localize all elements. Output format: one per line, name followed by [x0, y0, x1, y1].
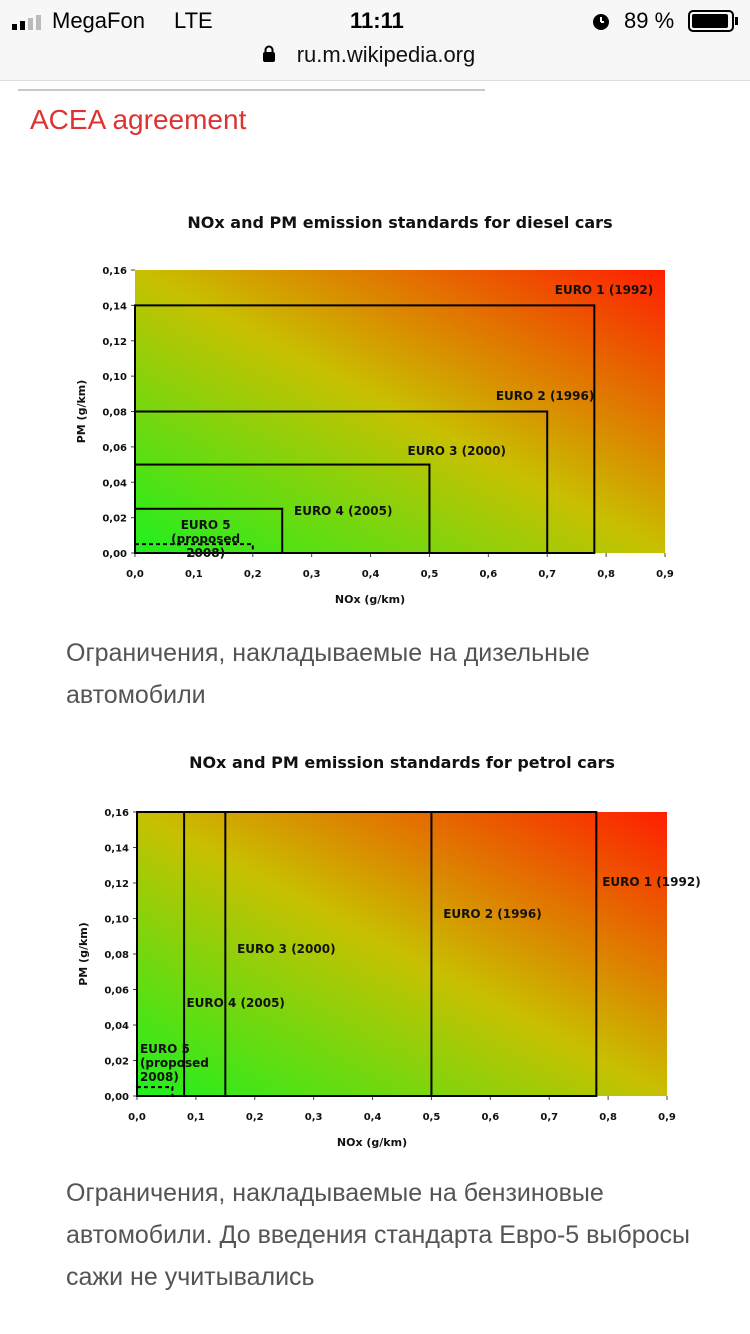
chart: NOx and PM emission standards for petrol… — [77, 753, 701, 1149]
alarm-icon — [593, 14, 609, 30]
chart: NOx and PM emission standards for diesel… — [75, 213, 674, 606]
y-tick-label: 0,10 — [104, 915, 129, 926]
x-tick-label: 0,7 — [538, 569, 556, 580]
region-label: EURO 5 (proposed 2008) — [171, 518, 241, 561]
region-label-box: EURO 4 (2005) — [186, 995, 285, 1010]
x-tick-label: 0,8 — [599, 1112, 617, 1123]
x-tick-label: 0,2 — [244, 569, 262, 580]
region-label: EURO 1 (1992) — [554, 283, 654, 298]
x-tick-label: 0,1 — [187, 1112, 205, 1123]
signal-icon — [12, 15, 41, 30]
region-label-box: EURO 5 (proposed 2008) — [139, 1041, 209, 1084]
chart-title: NOx and PM emission standards for diesel… — [187, 213, 612, 232]
x-axis-label: NOx (g/km) — [335, 593, 405, 606]
url[interactable]: ru.m.wikipedia.org — [0, 42, 750, 68]
chart-title: NOx and PM emission standards for petrol… — [189, 753, 615, 772]
battery-percent: 89 % — [624, 8, 675, 33]
region-label-box: EURO 5 (proposed 2008) — [171, 518, 241, 561]
region-label: EURO 2 (1996) — [495, 389, 595, 404]
region-label: EURO 3 (2000) — [407, 444, 506, 459]
region-label-box: EURO 4 (2005) — [294, 504, 393, 519]
x-tick-label: 0,4 — [362, 569, 380, 580]
region-label-box: EURO 3 (2000) — [237, 942, 336, 957]
carrier: MegaFon — [52, 8, 145, 33]
x-tick-label: 0,8 — [597, 569, 615, 580]
x-tick-label: 0,5 — [421, 569, 439, 580]
caption: Ограничения, накладываемые на дизельные … — [66, 639, 590, 709]
limit-region — [134, 543, 254, 554]
y-tick-label: 0,02 — [102, 514, 127, 525]
x-tick-label: 0,0 — [128, 1112, 146, 1123]
y-tick-label: 0,16 — [102, 266, 127, 277]
y-tick-label: 0,10 — [102, 372, 127, 383]
browser-header: MegaFon LTE 11:11 89 % ru.m.wikipedia.or… — [0, 0, 750, 81]
x-tick-label: 0,2 — [246, 1112, 264, 1123]
region-label: EURO 2 (1996) — [443, 906, 542, 921]
divider — [18, 89, 485, 91]
limit-region — [136, 811, 186, 1097]
y-tick-label: 0,00 — [104, 1092, 129, 1103]
section-title: ACEA agreement — [30, 104, 247, 135]
y-tick-label: 0,14 — [104, 844, 129, 855]
x-tick-label: 0,3 — [303, 569, 321, 580]
y-tick-label: 0,12 — [104, 879, 129, 890]
region-label-box: EURO 2 (1996) — [443, 906, 542, 921]
y-tick-label: 0,00 — [102, 549, 127, 560]
region-label: EURO 4 (2005) — [294, 504, 393, 519]
y-axis-label: PM (g/km) — [75, 380, 88, 444]
y-tick-label: 0,16 — [104, 808, 129, 819]
battery-icon — [688, 10, 738, 32]
limit-region — [136, 1086, 174, 1097]
x-tick-label: 0,6 — [479, 569, 497, 580]
x-tick-label: 0,7 — [540, 1112, 558, 1123]
x-tick-label: 0,0 — [126, 569, 144, 580]
y-tick-label: 0,02 — [104, 1057, 129, 1068]
x-tick-label: 0,5 — [423, 1112, 441, 1123]
y-tick-label: 0,06 — [102, 443, 127, 454]
x-tick-label: 0,1 — [185, 569, 203, 580]
y-tick-label: 0,04 — [102, 478, 127, 489]
x-tick-label: 0,3 — [305, 1112, 323, 1123]
x-tick-label: 0,9 — [656, 569, 674, 580]
y-tick-label: 0,12 — [102, 337, 127, 348]
url-text[interactable]: ru.m.wikipedia.org — [296, 42, 476, 67]
y-tick-label: 0,08 — [104, 950, 129, 961]
x-axis-label: NOx (g/km) — [337, 1136, 407, 1149]
time: 11:11 — [350, 8, 404, 33]
network: LTE — [174, 8, 213, 33]
region-label: EURO 5 (proposed 2008) — [139, 1041, 209, 1084]
lock-icon — [263, 45, 275, 62]
y-tick-label: 0,04 — [104, 1021, 129, 1032]
region-label-box: EURO 3 (2000) — [407, 444, 506, 459]
region-label: EURO 1 (1992) — [602, 875, 701, 889]
caption: Ограничения, накладываемые на бензиновые… — [66, 1179, 690, 1291]
x-tick-label: 0,4 — [364, 1112, 382, 1123]
y-tick-label: 0,08 — [102, 408, 127, 419]
y-tick-label: 0,06 — [104, 986, 129, 997]
region-label-box: EURO 2 (1996) — [495, 389, 595, 404]
region-label-box: EURO 1 (1992) — [602, 875, 701, 889]
x-tick-label: 0,6 — [481, 1112, 499, 1123]
region-label: EURO 4 (2005) — [186, 995, 285, 1010]
x-tick-label: 0,9 — [658, 1112, 676, 1123]
y-axis-label: PM (g/km) — [77, 922, 90, 986]
y-tick-label: 0,14 — [102, 301, 127, 312]
region-label-box: EURO 1 (1992) — [554, 283, 654, 298]
region-label: EURO 3 (2000) — [237, 942, 336, 957]
